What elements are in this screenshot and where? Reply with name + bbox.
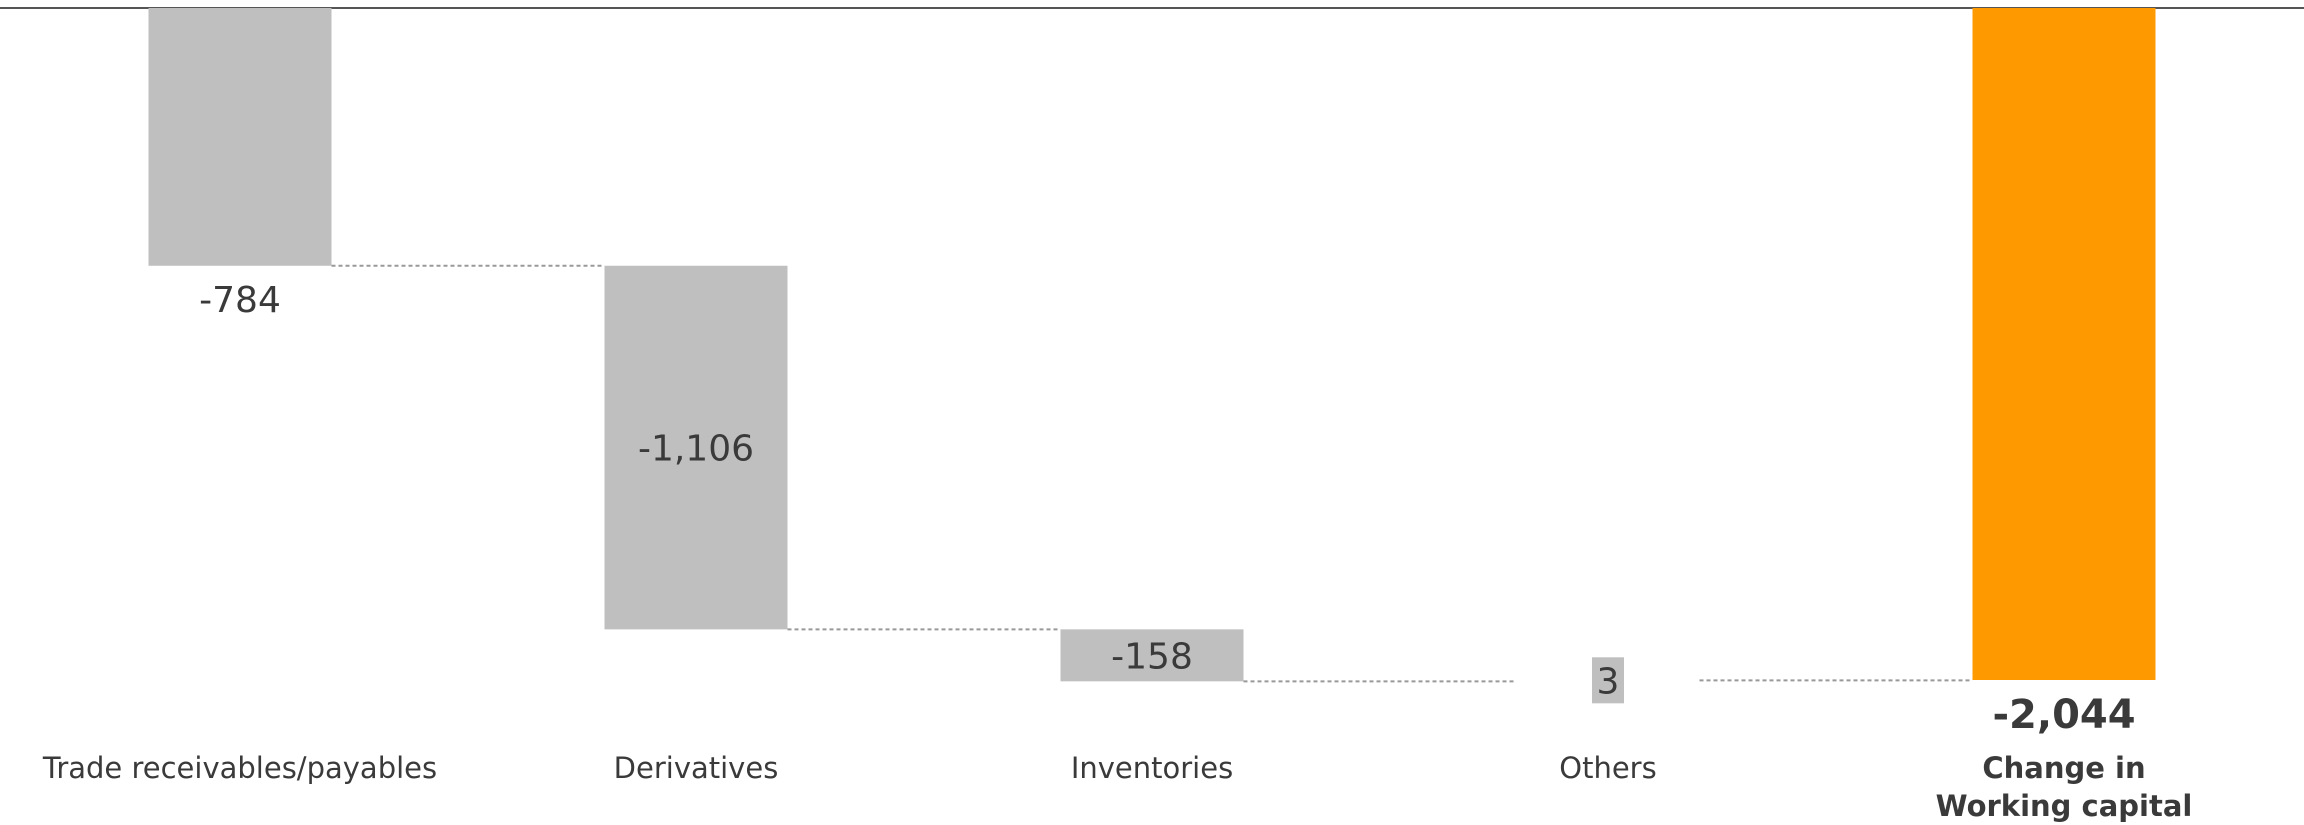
category-label-change-in-working-capital-line-1: Change in — [1982, 751, 2145, 785]
category-label-trade-receivables-payables: Trade receivables/payables — [42, 751, 437, 785]
bar-trade-receivables-payables — [148, 8, 332, 266]
value-label-derivatives: -1,106 — [638, 429, 754, 470]
value-label-trade-receivables-payables: -784 — [199, 280, 281, 321]
category-label-inventories: Inventories — [1071, 751, 1233, 785]
category-label-others: Others — [1559, 751, 1656, 785]
value-label-inventories: -158 — [1111, 636, 1193, 677]
value-label-others: 3 — [1597, 661, 1620, 702]
category-label-change-in-working-capital-line-2: Working capital — [1936, 789, 2193, 823]
value-label-change-in-working-capital: -2,044 — [1992, 692, 2135, 738]
bar-derivatives — [604, 265, 788, 630]
bar-inventories — [1060, 629, 1244, 682]
category-label-derivatives: Derivatives — [614, 751, 779, 785]
bar-change-in-working-capital — [1972, 8, 2156, 680]
bar-others — [1592, 657, 1624, 704]
